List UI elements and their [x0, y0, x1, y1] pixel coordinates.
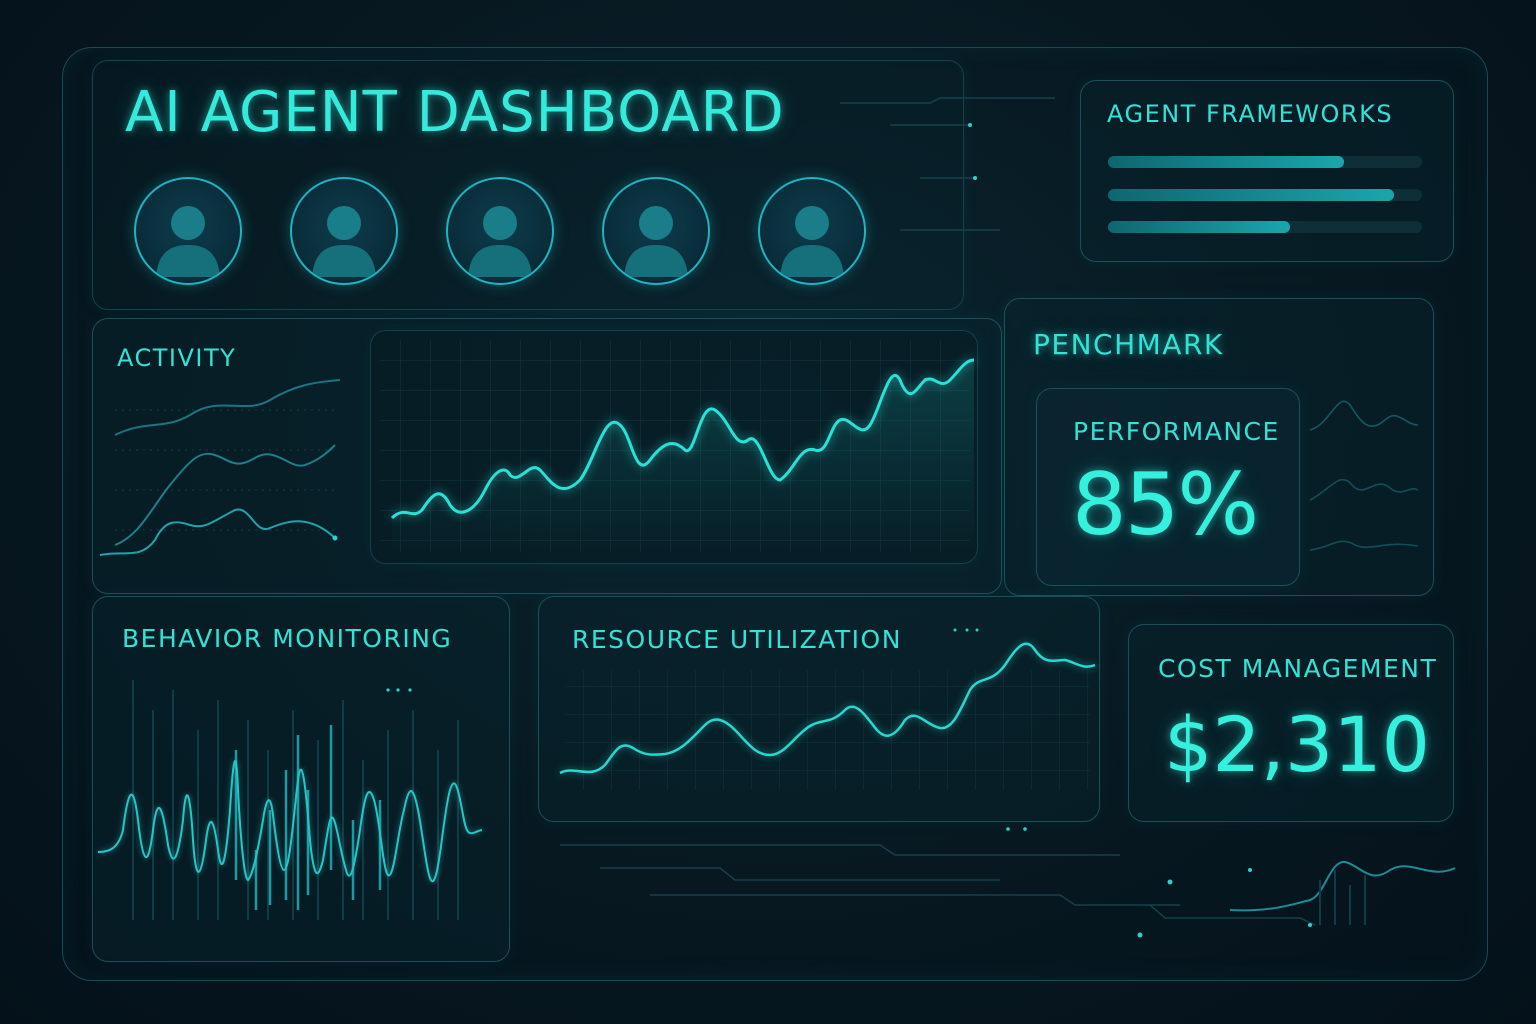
activity-mini-sparklines	[99, 379, 341, 556]
resource-utilization-chart	[559, 628, 1096, 790]
framework-bar-3	[1108, 221, 1422, 233]
cost-value: $2,310	[1164, 700, 1430, 789]
performance-card	[1036, 388, 1300, 586]
agent-avatar-3[interactable]	[446, 177, 554, 285]
performance-label: PERFORMANCE	[1073, 417, 1280, 446]
agent-avatar-1[interactable]	[134, 177, 242, 285]
user-avatar-icon	[780, 206, 844, 277]
agent-avatar-2[interactable]	[290, 177, 398, 285]
user-avatar-icon	[624, 206, 688, 277]
behavior-monitoring-panel	[92, 596, 510, 962]
cost-management-label: COST MANAGEMENT	[1158, 654, 1438, 683]
resource-utilization-label: RESOURCE UTILIZATION	[572, 625, 902, 654]
framework-bar-1	[1108, 156, 1422, 168]
agent-frameworks-label: AGENT FRAMEWORKS	[1107, 100, 1394, 128]
agent-avatar-4[interactable]	[602, 177, 710, 285]
user-avatar-icon	[468, 206, 532, 277]
performance-value: 85%	[1072, 455, 1259, 555]
agent-avatar-5[interactable]	[758, 177, 866, 285]
framework-bar-2	[1108, 189, 1422, 201]
cost-management-panel	[1128, 624, 1454, 822]
behavior-waveform	[97, 680, 483, 920]
dashboard-frame	[62, 47, 1488, 981]
framework-bar-3-fill	[1108, 221, 1291, 233]
benchmark-sparklines	[1309, 400, 1419, 551]
framework-bar-2-fill	[1108, 189, 1394, 201]
user-avatar-icon	[156, 206, 220, 277]
benchmark-label: PENCHMARK	[1033, 328, 1224, 361]
framework-bar-1-fill	[1108, 156, 1344, 168]
page-title: AI AGENT DASHBOARD	[125, 80, 785, 145]
activity-chart	[380, 340, 975, 552]
behavior-monitoring-label: BEHAVIOR MONITORING	[122, 624, 453, 653]
user-avatar-icon	[312, 206, 376, 277]
bottom-decorative-wave	[1229, 861, 1456, 925]
activity-label: ACTIVITY	[117, 344, 237, 372]
